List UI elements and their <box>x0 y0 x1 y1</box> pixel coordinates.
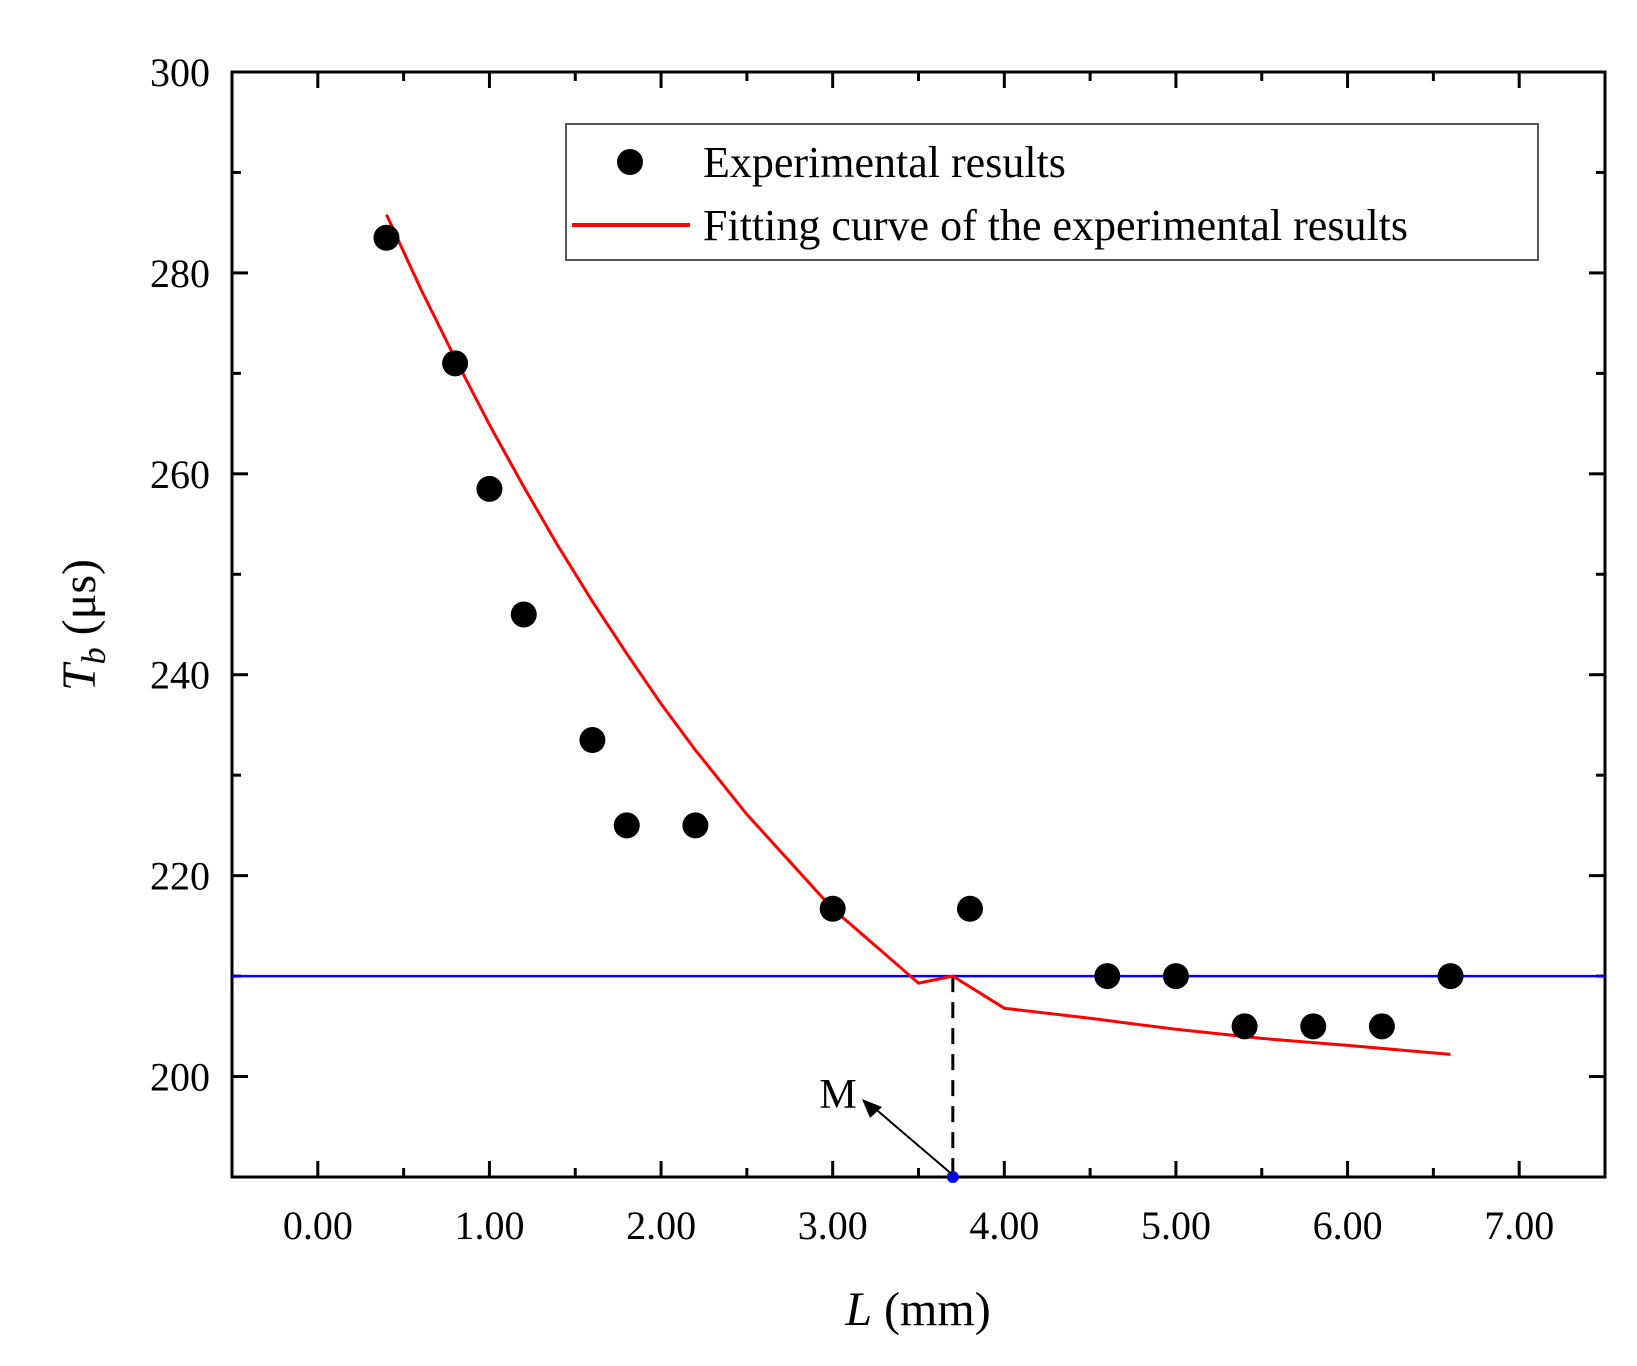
data-point <box>373 224 400 251</box>
legend-box <box>565 123 1539 261</box>
x-tick-labels: 0.00 1.00 2.00 3.00 4.00 5.00 6.00 7.00 <box>283 1203 1554 1248</box>
y-tick-label: 220 <box>150 854 210 899</box>
marker-label: M <box>819 1072 856 1118</box>
data-point <box>442 350 469 377</box>
legend-label-experimental: Experimental results <box>703 138 1066 187</box>
reference-layer <box>232 974 1605 1177</box>
fit-curve <box>385 213 1451 1056</box>
x-tick-label: 3.00 <box>798 1203 868 1248</box>
legend: Experimental results Fitting curve of th… <box>565 123 1539 261</box>
y-tick-label: 200 <box>150 1055 210 1100</box>
x-tick-label: 1.00 <box>454 1203 524 1248</box>
y-tick-label: 280 <box>150 251 210 296</box>
data-point <box>1300 1013 1327 1040</box>
x-tick-label: 0.00 <box>283 1203 353 1248</box>
data-point <box>956 895 983 922</box>
x-tick-label: 5.00 <box>1141 1203 1211 1248</box>
x-tick-label: 4.00 <box>969 1203 1039 1248</box>
y-tick-labels: 200 220 240 260 280 300 <box>150 50 210 1100</box>
fit-curve-layer <box>385 213 1451 1056</box>
data-point <box>613 812 640 839</box>
data-point <box>1231 1013 1258 1040</box>
legend-marker-experimental <box>617 149 643 175</box>
y-tick-label: 240 <box>150 653 210 698</box>
x-axis-title: L (mm) <box>844 1283 990 1336</box>
data-point <box>819 895 846 922</box>
marker-arrow-shaft <box>871 1105 954 1176</box>
data-point <box>1162 963 1189 990</box>
legend-label-fitting: Fitting curve of the experimental result… <box>703 201 1408 250</box>
data-point <box>1368 1013 1395 1040</box>
y-tick-label: 300 <box>150 50 210 95</box>
marker-point <box>946 1171 959 1183</box>
y-axis-title: Tb (μs) <box>53 559 113 691</box>
marker-layer: M <box>819 1072 959 1183</box>
data-point <box>1437 963 1464 990</box>
data-point <box>1094 963 1121 990</box>
data-point <box>682 812 709 839</box>
axis-ticks <box>230 70 1607 1177</box>
y-tick-label: 260 <box>150 452 210 497</box>
x-tick-label: 7.00 <box>1484 1203 1554 1248</box>
marker-arrow-head <box>862 1099 882 1118</box>
x-tick-label: 2.00 <box>626 1203 696 1248</box>
data-points-layer <box>373 224 1464 1040</box>
data-point <box>579 727 606 754</box>
data-point <box>510 601 537 628</box>
x-tick-label: 6.00 <box>1313 1203 1383 1248</box>
data-point <box>476 475 503 502</box>
